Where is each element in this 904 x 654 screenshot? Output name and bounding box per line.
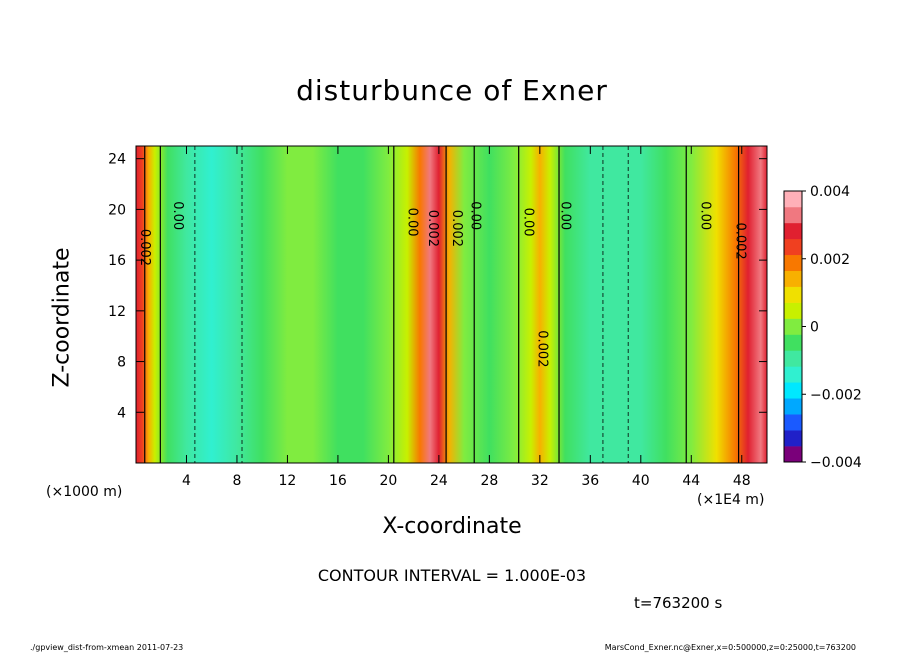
contour-label: 0.00 bbox=[697, 201, 712, 230]
y-tick-label: 12 bbox=[108, 304, 126, 320]
colorbar-tick-label: 0 bbox=[810, 320, 819, 336]
y-tick-label: 24 bbox=[108, 152, 126, 168]
y-tick-label: 20 bbox=[108, 202, 126, 218]
colorbar-swatch bbox=[784, 430, 802, 447]
colorbar-swatch bbox=[784, 254, 802, 272]
colorbar-swatch bbox=[784, 366, 802, 383]
footer-right: MarsCond_Exner.nc@Exner,x=0:500000,z=0:2… bbox=[604, 643, 856, 652]
x-tick-label: 36 bbox=[581, 473, 599, 489]
contour-label: 0.002 bbox=[535, 330, 550, 367]
colorbar-tick-label: 0.004 bbox=[810, 184, 850, 200]
colorbar-tick-label: −0.004 bbox=[810, 455, 862, 471]
contour-label: 0.002 bbox=[733, 222, 748, 259]
x-tick-label: 20 bbox=[379, 473, 397, 489]
x-tick-label: 8 bbox=[232, 473, 241, 489]
x-axis-label: X-coordinate bbox=[382, 514, 522, 539]
y-tick-label: 8 bbox=[117, 355, 126, 371]
contour-lines bbox=[144, 146, 740, 463]
colorbar-swatch bbox=[784, 350, 802, 367]
x-tick-label: 32 bbox=[531, 473, 549, 489]
time-stamp: t=763200 s bbox=[634, 594, 723, 612]
field-fill bbox=[136, 146, 767, 463]
colorbar-swatch bbox=[784, 382, 802, 399]
colorbar-swatch bbox=[784, 222, 802, 240]
colorbar-swatch bbox=[784, 318, 802, 335]
y-axis-label: Z-coordinate bbox=[49, 247, 75, 388]
x-tick-label: 4 bbox=[182, 473, 191, 489]
contour-label: 0.002 bbox=[449, 210, 464, 247]
colorbar-tick-label: −0.002 bbox=[810, 387, 862, 403]
x-tick-label: 44 bbox=[682, 473, 700, 489]
x-unit-right: (×1E4 m) bbox=[697, 492, 765, 508]
plot-area: 0.002 0.00 0.00 0.002 0.002 0.00 0.00 0.00 0.002… bbox=[136, 146, 767, 463]
contour-label: 0.00 bbox=[468, 201, 483, 230]
x-unit-left: (×1000 m) bbox=[46, 484, 123, 500]
colorbar-swatch bbox=[784, 334, 802, 351]
contour-label: 0.002 bbox=[425, 210, 440, 247]
contour-label: 0.00 bbox=[170, 201, 185, 230]
colorbar-swatch bbox=[784, 286, 802, 303]
colorbar-swatch bbox=[784, 414, 802, 431]
colorbar-tick-label: 0.002 bbox=[810, 252, 850, 268]
colorbar-swatch bbox=[784, 206, 802, 224]
contour-interval: CONTOUR INTERVAL = 1.000E-03 bbox=[317, 566, 587, 585]
x-tick-label: 24 bbox=[430, 473, 448, 489]
colorbar-swatch bbox=[784, 238, 802, 256]
contour-label: 0.00 bbox=[521, 208, 536, 237]
colorbar-swatch bbox=[784, 398, 802, 415]
chart-title: disturbunce of Exner bbox=[296, 74, 608, 107]
y-tick-label: 16 bbox=[108, 253, 126, 269]
colorbar-swatch bbox=[784, 302, 802, 319]
colorbar-swatch bbox=[784, 270, 802, 287]
x-tick-label: 28 bbox=[480, 473, 498, 489]
contour-label: 0.00 bbox=[557, 201, 572, 230]
y-tick-label: 4 bbox=[117, 405, 126, 421]
plot-frame bbox=[135, 145, 768, 464]
x-tick-label: 40 bbox=[632, 473, 650, 489]
x-tick-label: 12 bbox=[279, 473, 297, 489]
contour-label: 0.002 bbox=[137, 229, 152, 266]
colorbar-swatch bbox=[784, 446, 802, 463]
x-tick-label: 48 bbox=[733, 473, 751, 489]
footer-left: ./gpview_dist-from-xmean 2011-07-23 bbox=[30, 643, 184, 652]
colorbar-swatch bbox=[784, 191, 802, 208]
x-tick-label: 16 bbox=[329, 473, 347, 489]
contour-label: 0.00 bbox=[405, 208, 420, 237]
colorbar: 0.004 0.002 0 −0.002 −0.004 bbox=[783, 184, 862, 471]
